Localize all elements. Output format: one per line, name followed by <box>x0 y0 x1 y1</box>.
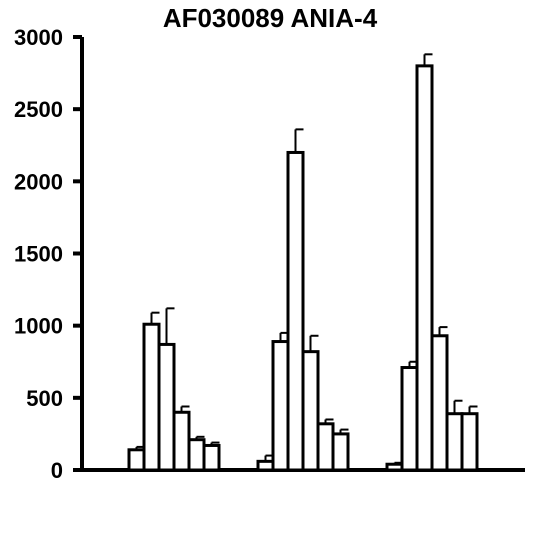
bar <box>157 342 176 472</box>
bar <box>202 443 221 472</box>
bars <box>127 53 479 472</box>
y-tick-label: 2000 <box>14 169 63 194</box>
bar <box>415 64 434 472</box>
bar <box>400 366 419 472</box>
bar <box>271 340 290 472</box>
bar <box>301 350 320 472</box>
bar <box>286 150 305 472</box>
bar-group <box>256 128 350 472</box>
bar-group <box>385 53 479 472</box>
y-tick-label: 2500 <box>14 97 63 122</box>
bar <box>187 438 206 472</box>
bar <box>127 448 146 472</box>
bar <box>430 334 449 472</box>
bar-group <box>127 307 221 472</box>
y-tick-label: 0 <box>51 458 63 483</box>
bar <box>460 412 479 472</box>
bar <box>445 412 464 472</box>
y-tick-label: 500 <box>26 386 63 411</box>
y-tick-label: 3000 <box>14 25 63 50</box>
bar <box>385 462 404 472</box>
y-tick-label: 1500 <box>14 242 63 267</box>
y-tick-label: 1000 <box>14 314 63 339</box>
bar <box>316 422 335 472</box>
bar <box>331 432 350 472</box>
y-axis: 0 500 1000 1500 2000 2500 3000 <box>14 25 84 483</box>
bar <box>172 410 191 472</box>
bar <box>142 322 161 472</box>
bar <box>256 459 275 472</box>
chart-title: AF030089 ANIA-4 <box>163 3 378 33</box>
